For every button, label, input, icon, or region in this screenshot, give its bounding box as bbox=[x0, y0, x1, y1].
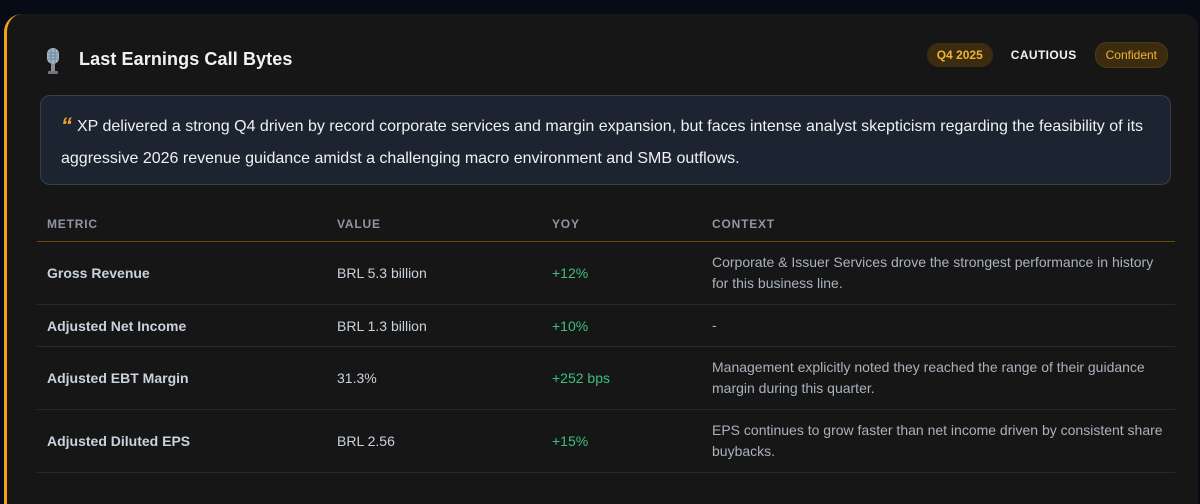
yoy-cell: +252 bps bbox=[542, 346, 702, 410]
metric-cell: Gross Revenue bbox=[37, 241, 327, 305]
yoy-cell: +15% bbox=[542, 409, 702, 473]
card-header: Last Earnings Call Bytes Q4 2025 CAUTIOU… bbox=[7, 14, 1198, 94]
metric-cell: Adjusted Diluted EPS bbox=[37, 409, 327, 473]
summary-quote-box: “XP delivered a strong Q4 driven by reco… bbox=[40, 95, 1171, 185]
yoy-cell: +12% bbox=[542, 241, 702, 305]
table-header-row: METRIC VALUE YOY CONTEXT bbox=[37, 206, 1175, 242]
table-row: Gross Revenue BRL 5.3 billion +12% Corpo… bbox=[37, 241, 1175, 305]
header-value: VALUE bbox=[327, 206, 542, 242]
summary-text: XP delivered a strong Q4 driven by recor… bbox=[61, 118, 1144, 167]
header-metric: METRIC bbox=[37, 206, 327, 242]
earnings-call-card: Last Earnings Call Bytes Q4 2025 CAUTIOU… bbox=[4, 14, 1198, 504]
context-cell: - bbox=[702, 304, 1175, 347]
metrics-table: METRIC VALUE YOY CONTEXT Gross Revenue B… bbox=[37, 206, 1175, 473]
quarter-badge: Q4 2025 bbox=[926, 43, 993, 67]
yoy-cell: +10% bbox=[542, 304, 702, 347]
metric-cell: Adjusted EBT Margin bbox=[37, 346, 327, 410]
value-cell: 31.3% bbox=[327, 346, 542, 410]
header-context: CONTEXT bbox=[702, 206, 1175, 242]
badge-group: Q4 2025 CAUTIOUS Confident bbox=[926, 42, 1168, 68]
summary-paragraph: “XP delivered a strong Q4 driven by reco… bbox=[61, 111, 1150, 175]
microphone-icon bbox=[47, 48, 59, 74]
table-row: Adjusted Net Income BRL 1.3 billion +10%… bbox=[37, 304, 1175, 347]
sentiment-badge: CAUTIOUS bbox=[1010, 48, 1077, 62]
table-row: Adjusted Diluted EPS BRL 2.56 +15% EPS c… bbox=[37, 409, 1175, 473]
metric-cell: Adjusted Net Income bbox=[37, 304, 327, 347]
header-yoy: YOY bbox=[542, 206, 702, 242]
quote-mark-icon: “ bbox=[61, 113, 72, 138]
card-title: Last Earnings Call Bytes bbox=[79, 49, 293, 69]
context-cell: EPS continues to grow faster than net in… bbox=[702, 409, 1175, 473]
tone-badge: Confident bbox=[1094, 42, 1168, 68]
table-row: Adjusted EBT Margin 31.3% +252 bps Manag… bbox=[37, 346, 1175, 410]
context-cell: Management explicitly noted they reached… bbox=[702, 346, 1175, 410]
value-cell: BRL 1.3 billion bbox=[327, 304, 542, 347]
value-cell: BRL 2.56 bbox=[327, 409, 542, 473]
value-cell: BRL 5.3 billion bbox=[327, 241, 542, 305]
context-cell: Corporate & Issuer Services drove the st… bbox=[702, 241, 1175, 305]
